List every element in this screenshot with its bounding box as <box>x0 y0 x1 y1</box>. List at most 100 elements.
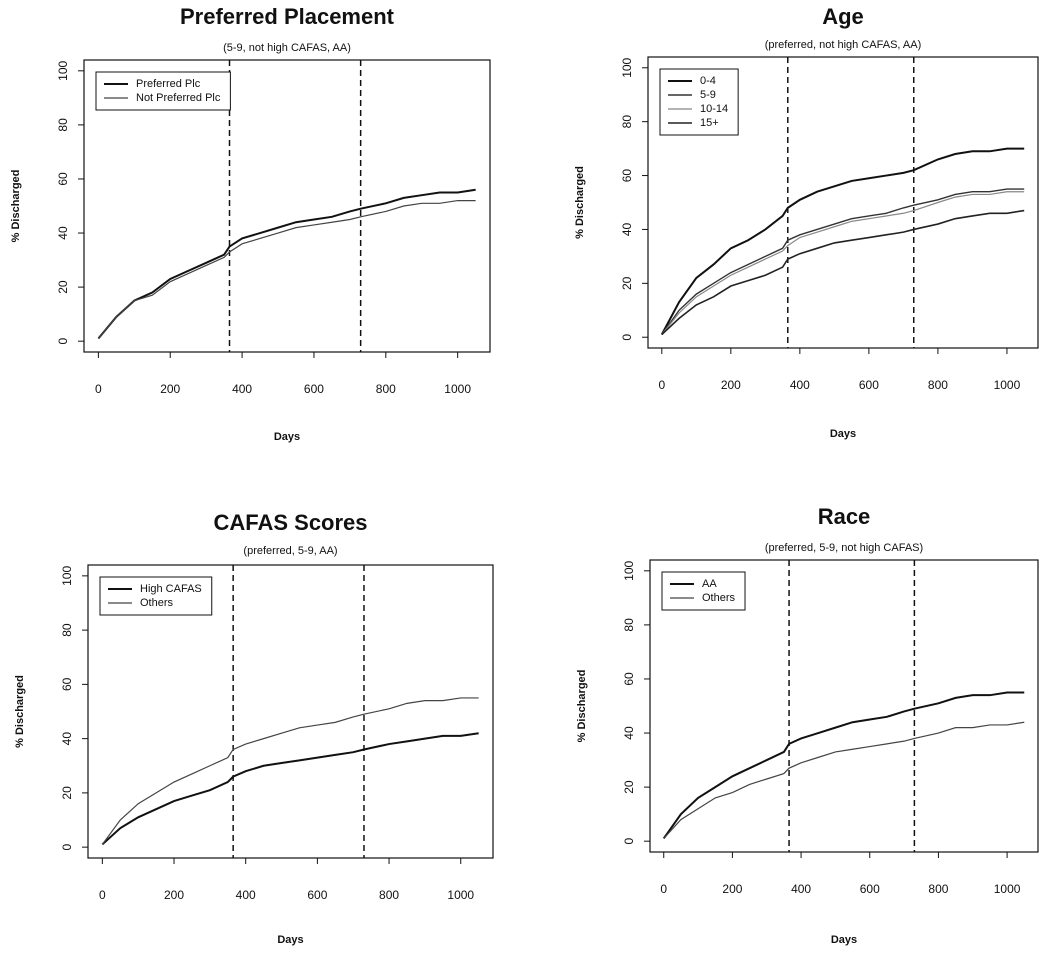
x-tick-label: 600 <box>859 378 879 392</box>
y-tick-label: 0 <box>620 334 634 341</box>
x-tick-label: 200 <box>721 378 741 392</box>
y-tick-label: 40 <box>56 226 70 240</box>
panel: CAFAS Scores(preferred, 5-9, AA)0 200 400 6… <box>14 510 494 946</box>
data-line <box>662 691 1025 840</box>
y-tick-label: 60 <box>622 672 636 686</box>
y-tick-label: 0 <box>60 843 74 850</box>
y-tick-label: 100 <box>56 60 70 80</box>
x-tick-label: 200 <box>160 382 180 396</box>
x-tick-label: 0 <box>658 378 665 392</box>
legend-label: Others <box>140 597 174 609</box>
x-tick-label: 1000 <box>447 888 474 902</box>
y-tick-label: 60 <box>60 677 74 691</box>
y-tick-label: 100 <box>620 57 634 77</box>
x-tick-label: 0 <box>660 882 667 896</box>
legend-label: 15+ <box>700 117 719 129</box>
data-line <box>661 209 1025 336</box>
x-tick-label: 600 <box>307 888 327 902</box>
plot-box <box>649 559 1039 853</box>
y-axis-label: % Discharged <box>576 670 588 743</box>
x-tick-label: 400 <box>790 378 810 392</box>
x-axis-label: Days <box>831 934 857 946</box>
x-axis-label: Days <box>830 428 856 440</box>
x-tick-label: 400 <box>232 382 252 396</box>
data-line <box>661 188 1025 335</box>
y-tick-label: 40 <box>622 726 636 740</box>
x-tick-label: 1000 <box>444 382 471 396</box>
y-tick-label: 40 <box>60 732 74 746</box>
x-tick-label: 800 <box>928 882 948 896</box>
y-tick-label: 0 <box>56 338 70 345</box>
legend-label: Not Preferred Plc <box>136 92 221 104</box>
x-tick-label: 400 <box>791 882 811 896</box>
panel-subtitle: (preferred, not high CAFAS, AA) <box>765 39 922 51</box>
legend: AA Others <box>661 571 746 611</box>
legend-label: AA <box>702 578 717 590</box>
x-tick-label: 1000 <box>994 378 1021 392</box>
x-tick-label: 200 <box>164 888 184 902</box>
legend-box <box>99 576 213 616</box>
panel-subtitle: (preferred, 5-9, AA) <box>243 545 337 557</box>
legend-label: High CAFAS <box>140 583 202 595</box>
legend-label: Preferred Plc <box>136 78 201 90</box>
legend-box <box>95 71 231 111</box>
y-tick-label: 80 <box>622 618 636 632</box>
y-axis-label: % Discharged <box>574 166 586 239</box>
legend-label: 5-9 <box>700 89 716 101</box>
data-line <box>97 199 476 339</box>
data-line <box>660 147 1025 335</box>
y-tick-label: 0 <box>622 838 636 845</box>
x-tick-label: 800 <box>928 378 948 392</box>
data-line <box>663 721 1025 839</box>
x-tick-label: 400 <box>236 888 256 902</box>
y-tick-label: 40 <box>620 222 634 236</box>
y-tick-label: 100 <box>622 560 636 580</box>
legend: Preferred Plc Not Preferred Plc <box>95 71 231 111</box>
y-tick-label: 80 <box>620 115 634 129</box>
x-axis-label: Days <box>274 431 300 443</box>
panel-subtitle: (5-9, not high CAFAS, AA) <box>223 42 351 54</box>
panel-title: Race <box>818 504 871 529</box>
data-line <box>97 188 476 340</box>
legend: 0-4 5-9 10-14 15+ <box>659 68 739 136</box>
y-tick-label: 20 <box>620 276 634 290</box>
data-line <box>101 697 479 845</box>
y-tick-label: 20 <box>622 780 636 794</box>
x-tick-label: 800 <box>379 888 399 902</box>
x-tick-label: 0 <box>99 888 106 902</box>
x-tick-label: 800 <box>376 382 396 396</box>
plot-box <box>87 564 494 859</box>
x-tick-label: 600 <box>860 882 880 896</box>
y-tick-label: 80 <box>56 118 70 132</box>
y-tick-label: 80 <box>60 623 74 637</box>
legend-label: Others <box>702 592 736 604</box>
plot-box <box>83 59 491 353</box>
panel-subtitle: (preferred, 5-9, not high CAFAS) <box>765 542 923 554</box>
x-tick-label: 600 <box>304 382 324 396</box>
legend: High CAFAS Others <box>99 576 213 616</box>
legend-box <box>661 571 746 611</box>
legend-label: 10-14 <box>700 103 728 115</box>
y-tick-label: 60 <box>620 169 634 183</box>
x-tick-label: 0 <box>95 382 102 396</box>
x-axis-label: Days <box>277 934 303 946</box>
y-axis-label: % Discharged <box>10 170 22 243</box>
x-tick-label: 1000 <box>994 882 1021 896</box>
plot-box <box>647 56 1039 349</box>
panel-title: Age <box>822 4 864 29</box>
panel: Race(preferred, 5-9, not high CAFAS)0 200… <box>576 504 1039 946</box>
x-tick-label: 200 <box>722 882 742 896</box>
panel: Age(preferred, not high CAFAS, AA)0 200 40… <box>574 4 1039 440</box>
data-line <box>101 732 479 846</box>
y-tick-label: 20 <box>56 280 70 294</box>
panel: Preferred Placement (5-9, not high CAFAS,… <box>10 4 491 443</box>
panel-title: Preferred Placement <box>180 4 395 29</box>
data-line <box>661 191 1025 335</box>
y-tick-label: 20 <box>60 786 74 800</box>
y-tick-label: 60 <box>56 172 70 186</box>
y-tick-label: 100 <box>60 566 74 586</box>
legend-label: 0-4 <box>700 75 716 87</box>
panel-title: CAFAS Scores <box>213 510 367 535</box>
y-axis-label: % Discharged <box>14 675 26 748</box>
